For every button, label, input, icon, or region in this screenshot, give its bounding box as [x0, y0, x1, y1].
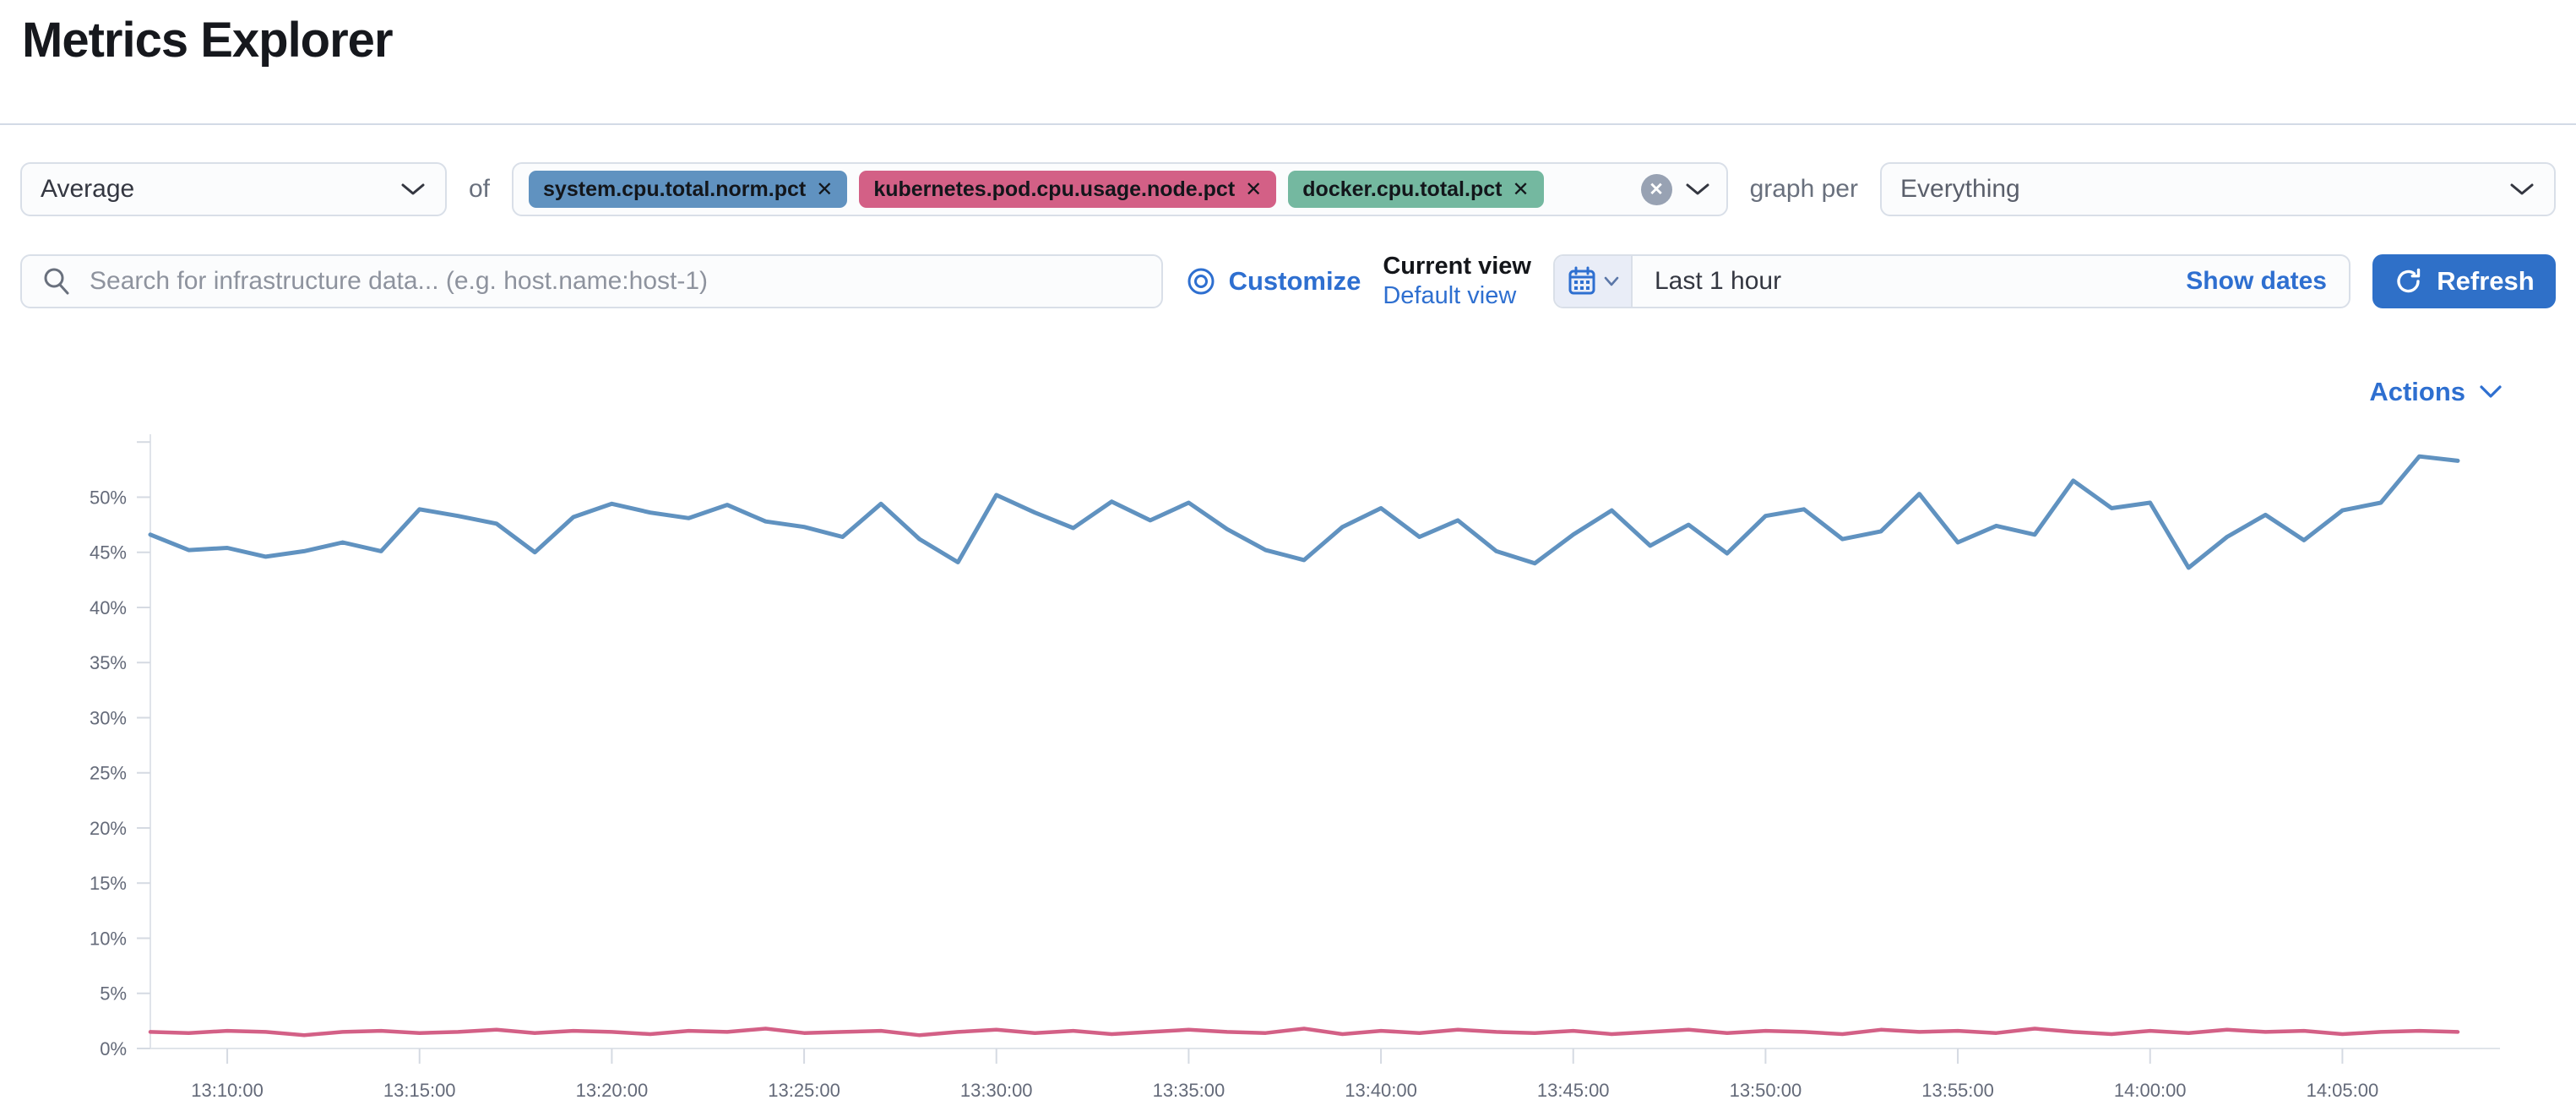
search-field[interactable]	[20, 253, 1163, 308]
svg-text:30%: 30%	[90, 707, 127, 728]
chevron-down-icon	[2480, 385, 2502, 398]
of-label: of	[469, 175, 491, 203]
metrics-combobox[interactable]: system.cpu.total.norm.pct ✕ kubernetes.pod…	[512, 162, 1728, 216]
chevron-down-icon[interactable]	[1684, 181, 1711, 198]
quick-select-button[interactable]	[1555, 255, 1633, 307]
customize-label: Customize	[1228, 265, 1361, 296]
toolbar-row: Customize Current view Default view Last…	[20, 252, 2556, 311]
svg-text:15%: 15%	[90, 873, 127, 894]
page-header: Metrics Explorer	[0, 0, 2576, 125]
group-by-select[interactable]: Everything	[1880, 162, 2556, 216]
svg-text:13:50:00: 13:50:00	[1730, 1080, 1802, 1101]
remove-metric-icon[interactable]: ✕	[816, 177, 834, 201]
metric-badge[interactable]: system.cpu.total.norm.pct ✕	[529, 171, 848, 208]
calendar-icon	[1568, 266, 1595, 295]
line-chart-canvas[interactable]: 0% 5% 10% 15% 20% 25% 30% 35% 40% 45% 50% 13:10:00 1…	[0, 431, 2576, 1107]
remove-metric-icon[interactable]: ✕	[1245, 177, 1263, 201]
chevron-down-icon	[2510, 183, 2534, 195]
metric-badge[interactable]: docker.cpu.total.pct ✕	[1288, 171, 1544, 208]
actions-menu-button[interactable]: Actions	[2369, 373, 2503, 411]
search-input[interactable]	[88, 265, 1143, 297]
metric-badge[interactable]: kubernetes.pod.cpu.usage.node.pct ✕	[859, 171, 1277, 208]
customize-button[interactable]: Customize	[1185, 265, 1361, 297]
page-title: Metrics Explorer	[22, 13, 394, 68]
svg-text:40%: 40%	[90, 597, 127, 618]
svg-text:45%: 45%	[90, 542, 127, 563]
aggregation-select[interactable]: Average	[20, 162, 447, 216]
chevron-down-icon	[1604, 276, 1618, 286]
metric-badge-label: docker.cpu.total.pct	[1302, 177, 1503, 201]
svg-text:35%: 35%	[90, 652, 127, 673]
svg-text:50%: 50%	[90, 487, 127, 508]
actions-row: Actions	[0, 373, 2503, 411]
svg-text:10%: 10%	[90, 928, 127, 949]
svg-text:5%: 5%	[100, 983, 127, 1004]
customize-icon	[1187, 268, 1215, 295]
actions-label: Actions	[2369, 376, 2465, 406]
metric-badges: system.cpu.total.norm.pct ✕ kubernetes.pod…	[529, 171, 1544, 208]
svg-text:13:15:00: 13:15:00	[383, 1080, 456, 1101]
aggregation-value: Average	[41, 175, 135, 203]
svg-text:13:55:00: 13:55:00	[1921, 1080, 1994, 1101]
svg-text:13:20:00: 13:20:00	[576, 1080, 649, 1101]
default-view-link[interactable]: Default view	[1383, 281, 1517, 309]
metric-controls-row: Average of system.cpu.total.norm.pct ✕ kub…	[20, 162, 2556, 216]
metric-badge-label: system.cpu.total.norm.pct	[543, 177, 807, 201]
refresh-button[interactable]: Refresh	[2372, 253, 2556, 308]
svg-text:0%: 0%	[100, 1038, 127, 1059]
svg-text:13:40:00: 13:40:00	[1345, 1080, 1417, 1101]
show-dates-button[interactable]: Show dates	[2186, 266, 2327, 295]
svg-text:13:25:00: 13:25:00	[768, 1080, 840, 1101]
group-by-value: Everything	[1900, 175, 2020, 203]
svg-text:25%: 25%	[90, 762, 127, 783]
search-icon	[44, 268, 69, 295]
svg-text:20%: 20%	[90, 818, 127, 839]
clear-metrics-button[interactable]: ✕	[1640, 173, 1672, 205]
time-range-value[interactable]: Last 1 hour	[1655, 266, 1782, 295]
svg-text:14:00:00: 14:00:00	[2114, 1080, 2187, 1101]
svg-text:14:05:00: 14:05:00	[2307, 1080, 2379, 1101]
time-range-picker: Last 1 hour Show dates	[1553, 253, 2350, 308]
refresh-label: Refresh	[2437, 265, 2535, 296]
remove-metric-icon[interactable]: ✕	[1512, 177, 1530, 201]
current-view-label: Current view	[1383, 253, 1531, 280]
svg-text:13:10:00: 13:10:00	[191, 1080, 264, 1101]
graph-per-label: graph per	[1749, 175, 1858, 203]
refresh-icon	[2397, 268, 2421, 292]
metric-badge-label: kubernetes.pod.cpu.usage.node.pct	[873, 177, 1236, 201]
chevron-down-icon	[401, 183, 425, 195]
svg-text:13:45:00: 13:45:00	[1537, 1080, 1610, 1101]
metrics-chart[interactable]: 0% 5% 10% 15% 20% 25% 30% 35% 40% 45% 50% 13:10:00 1…	[0, 431, 2576, 1111]
svg-text:13:30:00: 13:30:00	[960, 1080, 1033, 1101]
svg-text:13:35:00: 13:35:00	[1153, 1080, 1226, 1101]
view-switcher: Current view Default view	[1383, 252, 1531, 311]
